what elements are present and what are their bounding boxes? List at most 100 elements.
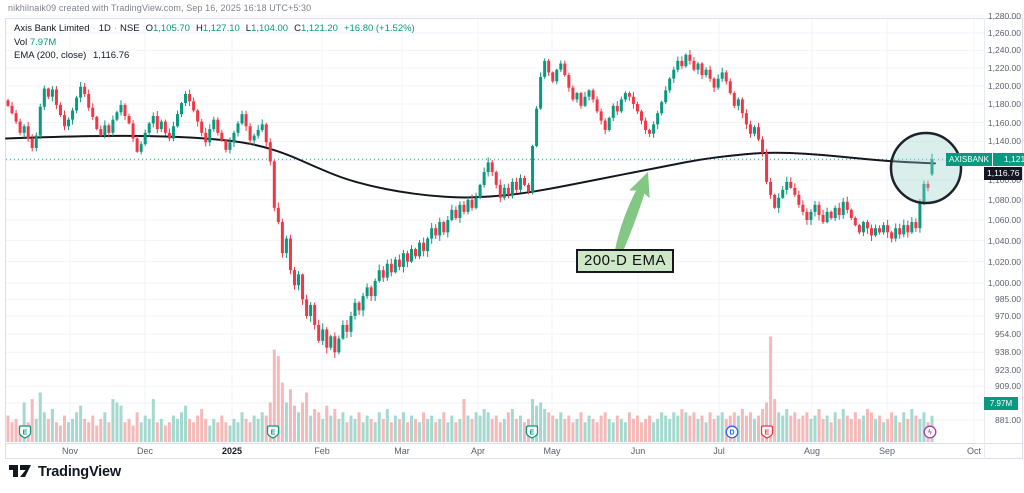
candle-body <box>272 161 276 208</box>
volume-bar <box>83 418 87 442</box>
volume-bar <box>809 418 813 442</box>
candle-body <box>724 72 728 82</box>
candle-body <box>478 184 482 198</box>
candle-body <box>6 100 10 106</box>
candle-body <box>623 93 627 100</box>
candle-body <box>337 338 341 353</box>
chart-frame-border <box>5 18 1023 459</box>
candle-body <box>458 204 462 218</box>
time-axis[interactable]: Nov Dec 2025 Feb Mar Apr May Jun Jul Aug Sep Oct <box>0 444 1024 459</box>
volume-bar <box>377 412 381 442</box>
candle-body <box>853 217 857 226</box>
change-value: +16.80 (+1.52%) <box>343 23 415 34</box>
earnings-marker-letter: E <box>530 430 535 437</box>
candle-body <box>587 90 591 97</box>
volume-bar <box>765 402 769 442</box>
earnings-marker[interactable]: E <box>525 425 539 439</box>
candle-body <box>224 140 228 150</box>
volume-bar <box>720 412 724 442</box>
interval-label[interactable]: 1D <box>98 23 111 34</box>
volume-bar <box>518 415 522 442</box>
candle-body <box>680 60 684 67</box>
volume-bar <box>680 409 684 442</box>
candle-body <box>720 72 724 79</box>
volume-bar <box>656 418 660 442</box>
symbol-title[interactable]: Axis Bank Limited <box>14 23 90 34</box>
corporate-event-marker[interactable]: ϟ <box>923 425 937 439</box>
volume-bar <box>34 418 38 442</box>
dividend-marker[interactable]: D <box>725 425 739 439</box>
volume-bar <box>305 392 309 442</box>
candle-body <box>62 115 66 127</box>
volume-bar <box>704 422 708 442</box>
tradingview-logo[interactable]: TradingView <box>8 463 121 480</box>
open-label: O <box>145 23 153 34</box>
volume-bar <box>535 405 539 442</box>
volume-bar <box>910 409 914 442</box>
candle-body <box>773 194 777 208</box>
earnings-marker[interactable]: E <box>18 425 32 439</box>
volume-bar <box>111 399 115 442</box>
volume-label[interactable]: Vol <box>14 36 28 48</box>
earnings-marker-letter: E <box>271 430 276 437</box>
candle-body <box>910 222 914 233</box>
candle-body <box>252 135 256 141</box>
candle-body <box>143 132 147 145</box>
earnings-marker[interactable]: E <box>266 425 280 439</box>
arrow-annotation[interactable] <box>608 168 659 254</box>
volume-bar <box>922 412 926 442</box>
volume-bar <box>38 392 42 442</box>
candle-body <box>184 93 188 104</box>
candle-body <box>333 336 337 353</box>
ema-indicator-label[interactable]: EMA (200, close) <box>14 50 87 61</box>
candle-body <box>95 116 99 130</box>
earnings-miss-marker[interactable]: E <box>760 425 774 439</box>
volume-bar <box>54 422 58 442</box>
candle-body <box>849 209 853 218</box>
candle-body <box>34 135 38 148</box>
candle-body <box>377 270 381 281</box>
price-axis[interactable]: 1,280.00 1,260.00 1,240.00 1,220.00 1,200.00… <box>984 11 1024 459</box>
circle-annotation[interactable] <box>889 131 963 205</box>
volume-bar <box>236 422 240 442</box>
candle-body <box>123 104 127 116</box>
volume-bar <box>103 412 107 442</box>
volume-bar <box>652 422 656 442</box>
candle-body <box>527 184 531 192</box>
candle-body <box>216 119 220 133</box>
ema-annotation-label[interactable]: 200-D EMA <box>576 249 675 273</box>
candle-body <box>648 129 652 134</box>
time-tick-label: Jun <box>630 446 646 456</box>
candle-body <box>373 280 377 297</box>
volume-bar <box>547 412 551 442</box>
volume-legend-row: Vol 7.97M <box>14 36 415 50</box>
price-tick-label: 1,140.00 <box>987 136 1021 147</box>
price-tick-label: 1,160.00 <box>987 117 1021 128</box>
volume-bar <box>817 409 821 442</box>
candle-body <box>777 197 781 208</box>
volume-bar <box>123 422 127 442</box>
candle-body <box>793 187 797 195</box>
attribution-text: nikhilnaik09 created with TradingView.co… <box>8 3 312 13</box>
volume-bar <box>587 415 591 442</box>
candle-body <box>732 93 736 106</box>
candle-body <box>522 177 526 185</box>
candle-body <box>757 127 761 140</box>
price-tick-label: 1,060.00 <box>987 215 1021 226</box>
tradingview-wordmark: TradingView <box>38 463 121 480</box>
candle-body <box>482 172 486 185</box>
candle-body <box>10 105 14 114</box>
volume-bar <box>825 415 829 442</box>
volume-bar <box>232 418 236 442</box>
ema-200-line[interactable] <box>5 134 936 199</box>
candle-body <box>531 146 535 192</box>
corporate-event-marker-shape <box>923 425 937 439</box>
earnings-marker-shape <box>18 425 32 439</box>
candle-body <box>595 99 599 112</box>
candle-body <box>50 89 54 97</box>
candle-body <box>817 204 821 215</box>
candle-body <box>309 304 313 317</box>
volume-bar <box>30 399 34 442</box>
volume-bar <box>583 422 587 442</box>
